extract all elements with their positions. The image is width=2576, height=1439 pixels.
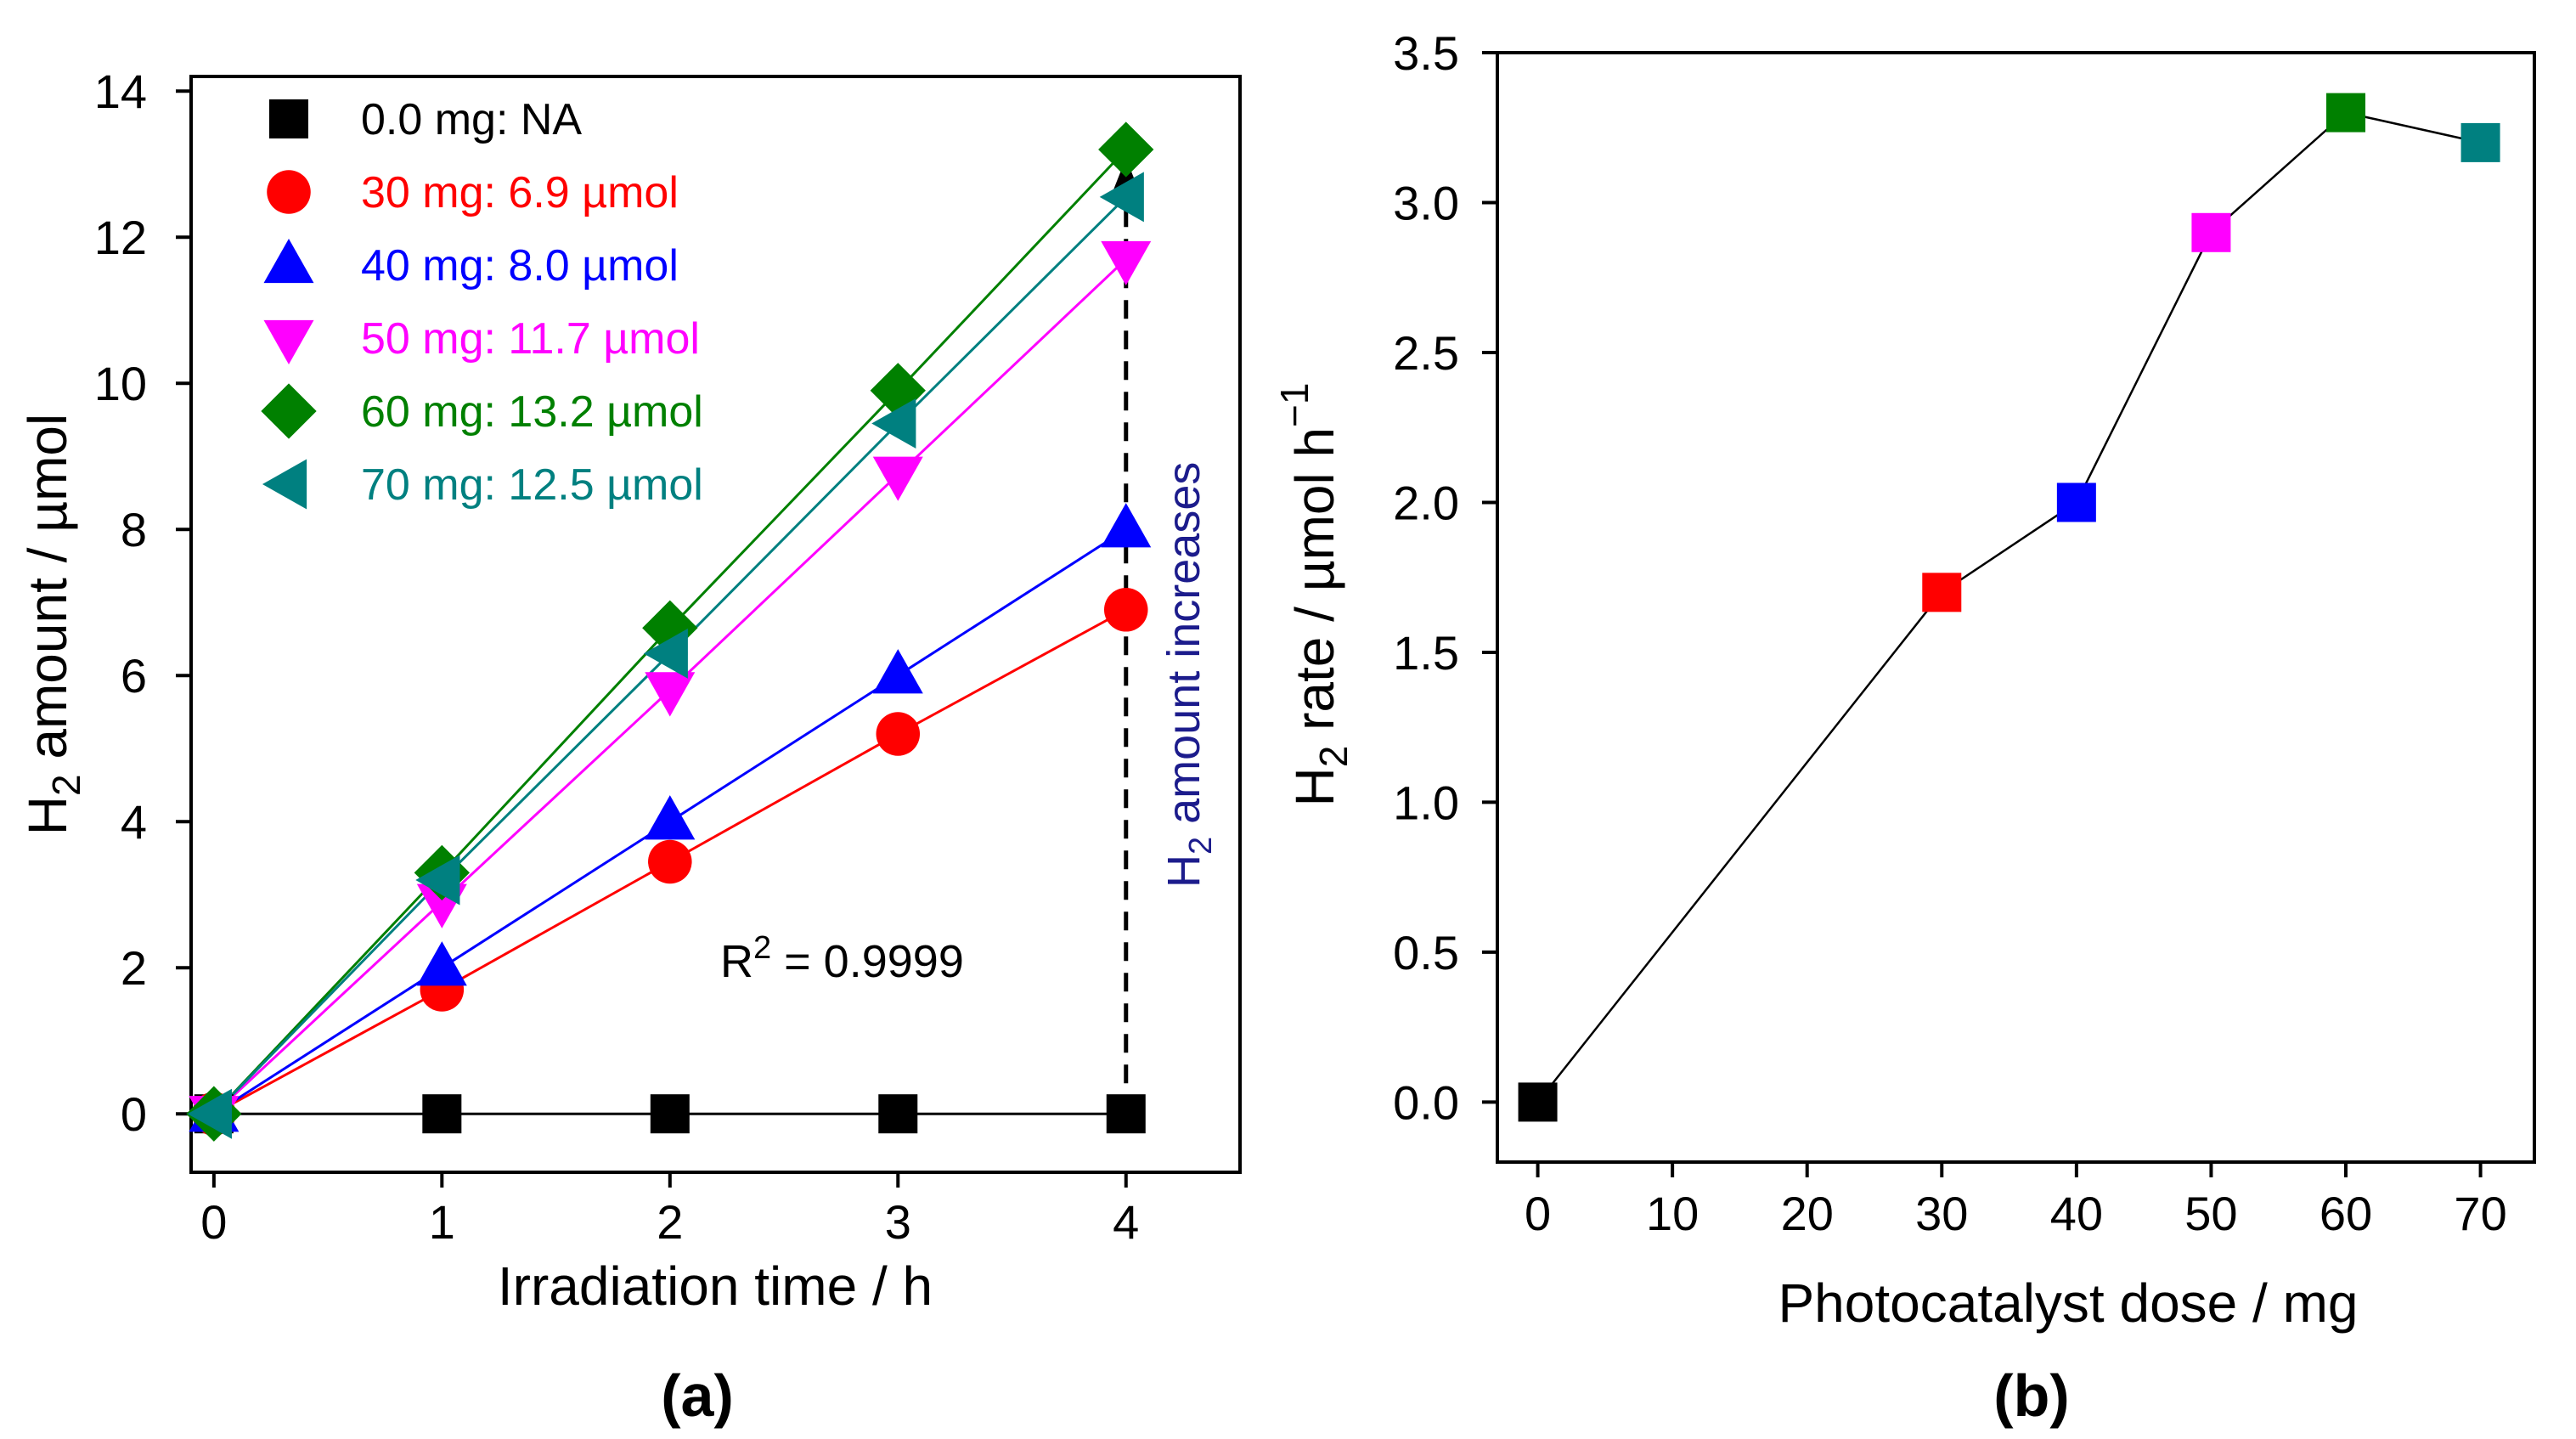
rate-point-30mg <box>1922 573 1962 612</box>
rate-point-70mg <box>2460 122 2500 162</box>
panel-a-plot-frame <box>189 75 1242 1174</box>
x-tick-label: 1 <box>429 1195 455 1249</box>
legend-label-70-mg-12-5-mol: 70 mg: 12.5 µmol <box>361 460 703 510</box>
x-tick-label: 60 <box>2320 1187 2372 1240</box>
data-point-70-mg-12-5-mol-x3 <box>871 398 916 449</box>
x-tick-label: 40 <box>2050 1187 2103 1240</box>
y-tick-label: 1.0 <box>1393 776 1459 829</box>
legend-marker-50-mg-11-7-mol <box>263 319 314 365</box>
data-point-0-0-mg-na-x4 <box>1106 1094 1146 1134</box>
x-tick-label: 50 <box>2184 1187 2237 1240</box>
x-tick-label: 30 <box>1915 1187 1968 1240</box>
legend-label-40-mg-8-0-mol: 40 mg: 8.0 µmol <box>361 241 679 291</box>
y-tick-label: 10 <box>94 357 147 410</box>
data-point-0-0-mg-na-x2 <box>650 1094 690 1134</box>
x-tick-label: 20 <box>1781 1187 1834 1240</box>
x-tick-label: 10 <box>1646 1187 1699 1240</box>
x-tick-label: 70 <box>2454 1187 2506 1240</box>
panel-b-y-ticks: 0.0 0.5 1.0 1.5 2.0 2.5 3.0 3.5 <box>1393 26 1497 1129</box>
arrow-annotation-label: H2 amount increases <box>1158 462 1219 888</box>
panel-b-plot-frame <box>1496 51 2536 1164</box>
y-tick-label: 0.5 <box>1393 926 1459 979</box>
rate-point-60mg <box>2326 93 2365 133</box>
y-tick-label: 4 <box>121 795 147 849</box>
legend-label-60-mg-13-2-mol: 60 mg: 13.2 µmol <box>361 387 703 437</box>
y-tick-label: 2 <box>121 941 147 995</box>
panel-b-x-ticks: 0 10 20 30 40 50 60 70 <box>1525 1162 2507 1240</box>
panel-b-markers <box>1518 93 2500 1122</box>
data-point-60-mg-13-2-mol-x4 <box>1098 121 1154 178</box>
x-tick-label: 0 <box>200 1195 227 1249</box>
data-point-30-mg-6-9-mol-x2 <box>648 839 692 884</box>
legend-label-50-mg-11-7-mol: 50 mg: 11.7 µmol <box>361 314 700 364</box>
increase-arrow <box>1113 158 1139 1115</box>
y-tick-label: 2.0 <box>1393 476 1459 529</box>
panel-a-x-axis-label: Irradiation time / h <box>498 1256 933 1317</box>
data-point-50-mg-11-7-mol-x4 <box>1101 240 1152 286</box>
y-tick-label: 2.5 <box>1393 326 1459 380</box>
y-tick-label: 8 <box>121 503 147 556</box>
data-point-70-mg-12-5-mol-x2 <box>643 628 688 679</box>
panel-a-legend: 0.0 mg: NA 30 mg: 6.9 µmol 40 mg: 8.0 µmol… <box>261 95 703 510</box>
rate-point-50mg <box>2191 212 2231 252</box>
panel-b-y-axis-label: H2 rate / µmol h−1 <box>1272 382 1356 806</box>
y-tick-label: 0 <box>121 1087 147 1141</box>
data-point-0-0-mg-na-x1 <box>422 1094 462 1134</box>
legend-marker-0-0-mg-na <box>269 99 308 138</box>
panel-a-x-ticks: 0 1 2 3 4 <box>200 1172 1139 1249</box>
x-tick-label: 0 <box>1525 1187 1551 1240</box>
data-point-50-mg-11-7-mol-x2 <box>645 672 696 717</box>
panel-a-markers <box>186 121 1154 1142</box>
data-point-30-mg-6-9-mol-x4 <box>1104 588 1148 632</box>
panel-a-label: (a) <box>661 1363 734 1429</box>
x-tick-label: 3 <box>885 1195 911 1249</box>
r-squared-annotation: R2 = 0.9999 <box>720 930 964 987</box>
panel-b-label: (b) <box>1993 1363 2069 1429</box>
y-tick-label: 14 <box>94 65 147 118</box>
legend-marker-30-mg-6-9-mol <box>267 170 311 214</box>
data-point-0-0-mg-na-x3 <box>878 1094 918 1134</box>
data-point-30-mg-6-9-mol-x3 <box>876 712 921 756</box>
y-tick-label: 1.5 <box>1393 626 1459 680</box>
data-point-70-mg-12-5-mol-x0 <box>187 1088 232 1139</box>
data-point-70-mg-12-5-mol-x1 <box>415 855 460 906</box>
x-tick-label: 4 <box>1113 1195 1139 1249</box>
panel-b-chart: 0 10 20 30 40 50 60 70 0.0 0.5 1.0 1.5 2.0 2.5 3.0 3.5… <box>1272 26 2536 1429</box>
rate-line <box>1536 111 2481 1103</box>
legend-label-30-mg-6-9-mol: 30 mg: 6.9 µmol <box>361 168 679 217</box>
data-point-50-mg-11-7-mol-x3 <box>872 456 923 501</box>
rate-point-40mg <box>2056 482 2096 522</box>
legend-marker-70-mg-12-5-mol <box>262 459 307 510</box>
panel-a-y-ticks: 0 2 4 6 8 10 12 14 <box>94 65 191 1141</box>
panel-b-series-line <box>1536 111 2481 1103</box>
data-point-40-mg-8-0-mol-x2 <box>645 795 696 840</box>
data-point-40-mg-8-0-mol-x3 <box>872 649 923 694</box>
panel-b-x-axis-label: Photocatalyst dose / mg <box>1778 1273 2358 1334</box>
data-point-70-mg-12-5-mol-x4 <box>1099 172 1144 223</box>
x-tick-label: 2 <box>657 1195 683 1249</box>
rate-point-0mg <box>1518 1082 1558 1122</box>
data-point-40-mg-8-0-mol-x1 <box>416 941 467 986</box>
data-point-40-mg-8-0-mol-x4 <box>1101 503 1152 548</box>
y-tick-label: 3.0 <box>1393 176 1459 229</box>
y-tick-label: 12 <box>94 211 147 264</box>
legend-marker-60-mg-13-2-mol <box>261 383 317 439</box>
panel-a-y-axis-label: H2 amount / µmol <box>17 414 88 835</box>
legend-label-0-0-mg-na: 0.0 mg: NA <box>361 95 582 144</box>
legend-marker-40-mg-8-0-mol <box>263 238 314 284</box>
y-tick-label: 0.0 <box>1393 1075 1459 1129</box>
y-tick-label: 6 <box>121 649 147 703</box>
y-tick-label: 3.5 <box>1393 26 1459 80</box>
